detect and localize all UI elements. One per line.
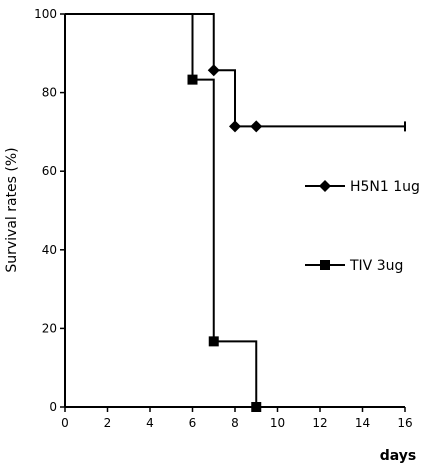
marker [320, 260, 330, 270]
y-tick-label: 0 [49, 400, 57, 414]
x-tick-label: 2 [104, 416, 112, 430]
x-tick-label: 16 [397, 416, 412, 430]
x-tick-label: 8 [231, 416, 239, 430]
marker [207, 64, 220, 77]
x-tick-label: 6 [189, 416, 197, 430]
marker [187, 74, 198, 85]
x-tick-label: 14 [355, 416, 370, 430]
x-tick-label: 10 [270, 416, 285, 430]
x-axis-label: days [380, 448, 417, 464]
x-tick-label: 0 [61, 416, 69, 430]
survival-line [65, 13, 258, 407]
y-tick-label: 100 [34, 7, 57, 21]
legend-label: H5N1 1ug [350, 179, 420, 195]
y-tick-label: 80 [42, 86, 57, 100]
y-tick-label: 40 [42, 243, 57, 257]
y-tick-label: 20 [42, 321, 57, 335]
x-tick-label: 4 [146, 416, 154, 430]
marker [208, 336, 219, 347]
survival-line [65, 13, 405, 128]
marker [250, 120, 263, 133]
marker [319, 180, 331, 192]
marker [251, 402, 262, 412]
y-axis-label: Survival rates (%) [4, 147, 20, 272]
x-tick-label: 12 [312, 416, 327, 430]
legend-label: TIV 3ug [349, 258, 403, 274]
marker [229, 120, 241, 133]
y-tick-label: 60 [42, 164, 57, 178]
